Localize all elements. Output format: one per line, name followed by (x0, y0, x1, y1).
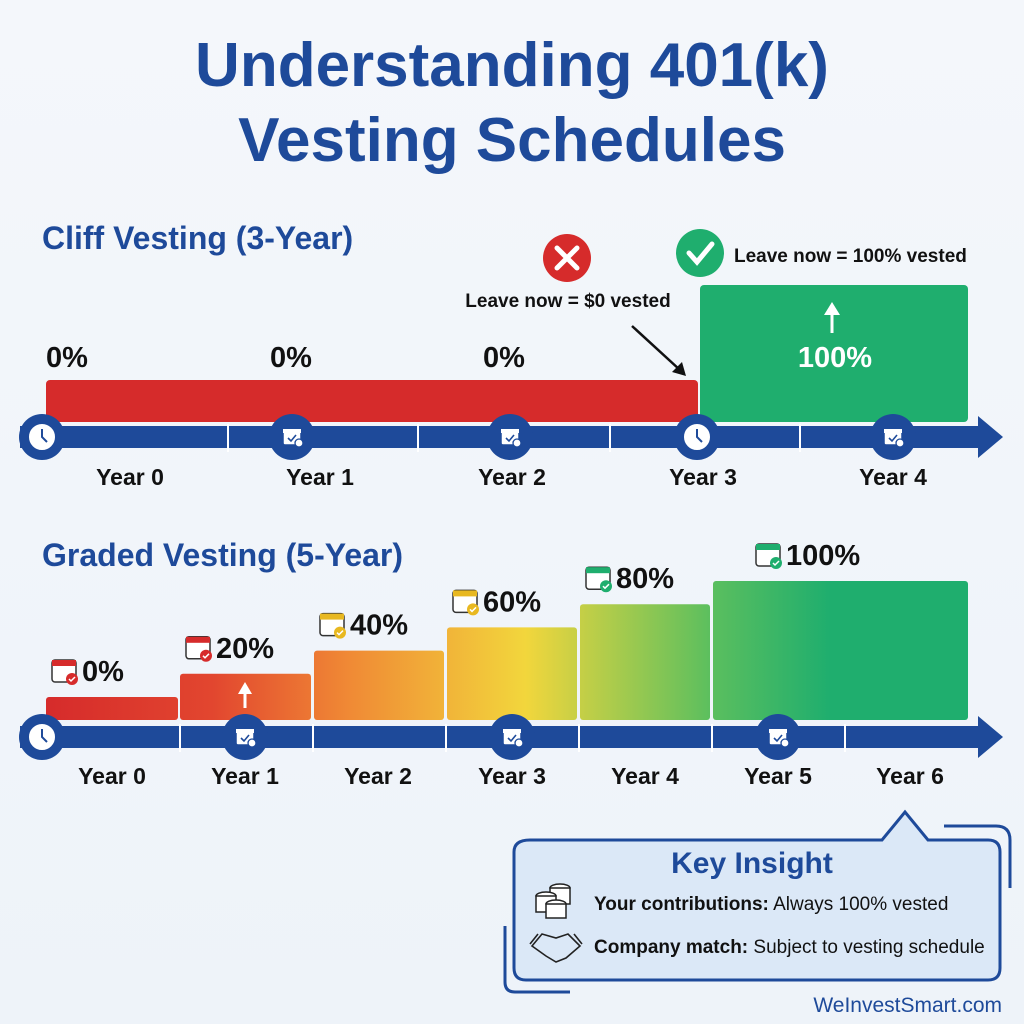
graded-year-4: Year 4 (611, 763, 679, 789)
leave-full-note: Leave now = 100% vested (734, 246, 967, 267)
graded-bar-2 (314, 650, 444, 720)
cliff-unvested-bar (46, 380, 698, 422)
insight-title: Key Insight (671, 847, 833, 880)
cliff-year-2: Year 2 (478, 464, 546, 490)
graded-year-1: Year 1 (211, 763, 279, 789)
graded-label-3: 60% (483, 586, 541, 618)
pointer-arrow (631, 325, 686, 376)
cliff-label-1: 0% (270, 342, 312, 374)
calendar-icon (585, 566, 612, 593)
graded-year-5: Year 5 (744, 763, 812, 789)
cliff-timeline (19, 414, 1003, 460)
graded-timeline (19, 714, 1003, 760)
x-icon (543, 234, 591, 282)
calendar-icon (222, 714, 268, 760)
calendar-icon (452, 589, 479, 616)
graded-label-4: 80% (616, 563, 674, 595)
graded-label-2: 40% (350, 610, 408, 642)
check-icon (676, 229, 724, 277)
handshake-icon (529, 933, 583, 963)
clock-icon (674, 414, 720, 460)
cliff-vested-bar (700, 285, 968, 422)
insight-row-1: Company match: Subject to vesting schedu… (594, 937, 985, 958)
clock-icon (19, 714, 65, 760)
cliff-label-0: 0% (46, 342, 88, 374)
insight-row-1-text: Subject to vesting schedule (748, 937, 985, 958)
title-line2: Vesting Schedules (238, 106, 786, 175)
cliff-label-2: 0% (483, 342, 525, 374)
coins-icon (535, 883, 571, 919)
leave-zero-note: Leave now = $0 vested (465, 291, 670, 312)
title-line1: Understanding 401(k) (195, 31, 829, 100)
up-arrow-icon (824, 302, 840, 333)
cliff-year-0: Year 0 (96, 464, 164, 490)
clock-icon (19, 414, 65, 460)
calendar-icon (269, 414, 315, 460)
cliff-year-4: Year 4 (859, 464, 927, 490)
up-arrow-icon (238, 682, 252, 708)
graded-label-1: 20% (216, 633, 274, 665)
cliff-label-3: 100% (798, 342, 872, 374)
calendar-icon (319, 612, 346, 639)
graded-bar-5 (713, 581, 968, 720)
calendar-icon (870, 414, 916, 460)
key-insight-box: Key Insight Your contributions: Always 1… (503, 809, 1012, 994)
cliff-heading: Cliff Vesting (3-Year) (42, 220, 353, 256)
graded-bar-3 (447, 627, 577, 720)
insight-row-0-label: Your contributions: (594, 894, 769, 915)
calendar-icon (51, 659, 78, 685)
calendar-icon (755, 714, 801, 760)
insight-row-1-label: Company match: (594, 937, 748, 958)
graded-heading: Graded Vesting (5-Year) (42, 537, 403, 573)
graded-bar-0 (46, 697, 178, 720)
graded-label-5: 100% (786, 540, 860, 572)
calendar-icon (185, 636, 212, 662)
insight-row-0: Your contributions: Always 100% vested (594, 894, 948, 915)
graded-bar-4 (580, 604, 710, 720)
footer-brand[interactable]: WeInvestSmart.com (813, 994, 1002, 1017)
calendar-icon (487, 414, 533, 460)
insight-row-0-text: Always 100% vested (769, 894, 949, 915)
graded-bars: 0% 20% 40% 60% 80% 100% (46, 540, 968, 720)
graded-year-2: Year 2 (344, 763, 412, 789)
cliff-year-1: Year 1 (286, 464, 354, 490)
calendar-icon (755, 543, 782, 569)
graded-label-0: 0% (82, 656, 124, 688)
calendar-icon (489, 714, 535, 760)
graded-year-6: Year 6 (876, 763, 944, 789)
cliff-year-3: Year 3 (669, 464, 737, 490)
graded-year-0: Year 0 (78, 763, 146, 789)
graded-year-3: Year 3 (478, 763, 546, 789)
